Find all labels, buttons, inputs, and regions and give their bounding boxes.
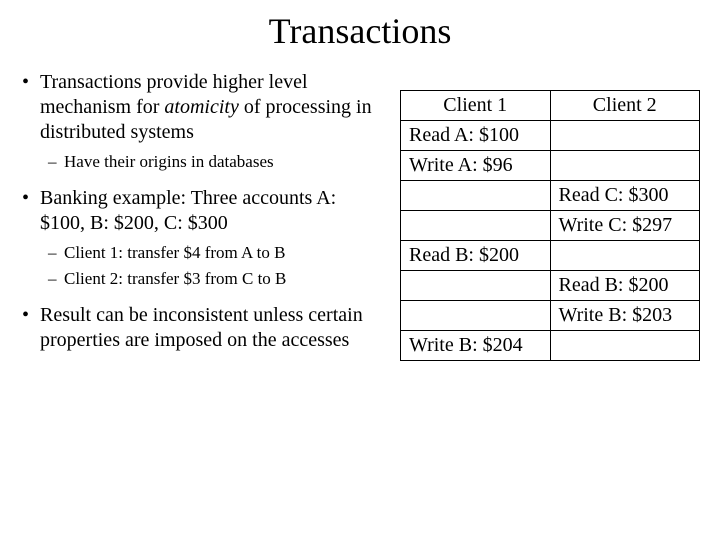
table-cell bbox=[550, 241, 700, 271]
bullet-group-2: Banking example: Three accounts A: $100,… bbox=[20, 186, 385, 289]
table-cell: Write B: $203 bbox=[550, 301, 700, 331]
transaction-table: Client 1 Client 2 Read A: $100 Write A: … bbox=[400, 90, 700, 361]
table-row: Write B: $203 bbox=[401, 301, 700, 331]
table-cell: Read C: $300 bbox=[550, 181, 700, 211]
table-cell bbox=[401, 181, 551, 211]
table-row: Read B: $200 bbox=[401, 241, 700, 271]
table-cell: Read A: $100 bbox=[401, 121, 551, 151]
table-cell bbox=[401, 301, 551, 331]
slide: Transactions Transactions provide higher… bbox=[0, 0, 720, 540]
bullet-1: Transactions provide higher level mechan… bbox=[20, 70, 385, 145]
bullet-group-1: Transactions provide higher level mechan… bbox=[20, 70, 385, 172]
table-cell: Write A: $96 bbox=[401, 151, 551, 181]
table-cell bbox=[401, 271, 551, 301]
table-cell bbox=[550, 121, 700, 151]
table-row: Read B: $200 bbox=[401, 271, 700, 301]
bullet-1-sub-1: Have their origins in databases bbox=[20, 151, 385, 172]
bullet-2: Banking example: Three accounts A: $100,… bbox=[20, 186, 385, 236]
table-cell: Write B: $204 bbox=[401, 331, 551, 361]
table-cell: Write C: $297 bbox=[550, 211, 700, 241]
table-row: Read C: $300 bbox=[401, 181, 700, 211]
table-cell: Read B: $200 bbox=[550, 271, 700, 301]
table-header-row: Client 1 Client 2 bbox=[401, 91, 700, 121]
table-row: Write A: $96 bbox=[401, 151, 700, 181]
bullet-1-italic: atomicity bbox=[164, 96, 238, 118]
table-cell bbox=[550, 151, 700, 181]
bullet-group-3: Result can be inconsistent unless certai… bbox=[20, 303, 385, 353]
table-header-client1: Client 1 bbox=[401, 91, 551, 121]
table-cell: Read B: $200 bbox=[401, 241, 551, 271]
table-header-client2: Client 2 bbox=[550, 91, 700, 121]
content-area: Transactions provide higher level mechan… bbox=[20, 70, 700, 367]
bullet-2-sub-2: Client 2: transfer $3 from C to B bbox=[20, 268, 385, 289]
table-column: Client 1 Client 2 Read A: $100 Write A: … bbox=[400, 70, 700, 367]
bullet-column: Transactions provide higher level mechan… bbox=[20, 70, 390, 367]
table-cell bbox=[550, 331, 700, 361]
bullet-3: Result can be inconsistent unless certai… bbox=[20, 303, 385, 353]
bullet-2-sub-1: Client 1: transfer $4 from A to B bbox=[20, 242, 385, 263]
table-row: Write B: $204 bbox=[401, 331, 700, 361]
table-row: Write C: $297 bbox=[401, 211, 700, 241]
table-row: Read A: $100 bbox=[401, 121, 700, 151]
slide-title: Transactions bbox=[20, 10, 700, 52]
table-cell bbox=[401, 211, 551, 241]
